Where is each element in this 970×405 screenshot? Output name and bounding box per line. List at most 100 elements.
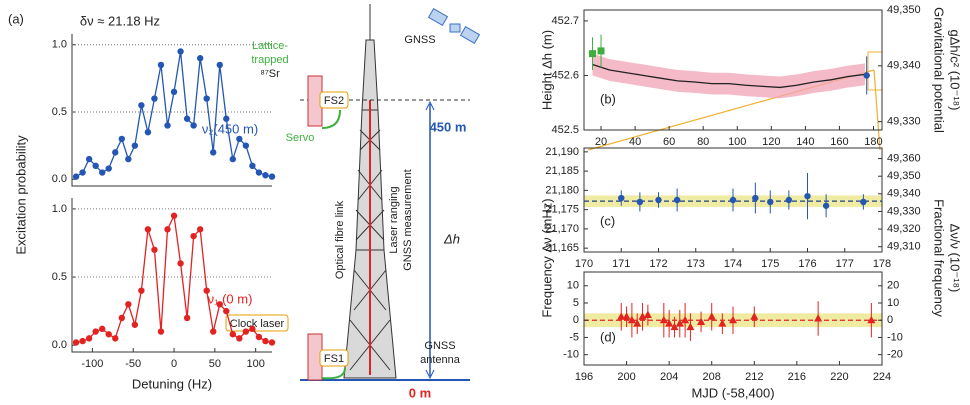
x-tick-label: 178 — [873, 258, 891, 270]
y2-tick-label: 10 — [887, 297, 899, 309]
diagram-labels: Lattice- trapped ⁸⁷Sr FS2 Servo Clock la… — [230, 34, 467, 401]
data-point — [627, 315, 636, 324]
y-tick-label: 0.0 — [52, 339, 67, 351]
lattice-label: ⁸⁷Sr — [260, 68, 280, 80]
y-tick-label: 0.5 — [52, 271, 67, 283]
data-point — [617, 312, 626, 320]
data-point — [622, 312, 631, 320]
data-point — [85, 335, 93, 342]
antenna-label: antenna — [420, 354, 461, 366]
data-point — [752, 194, 759, 202]
clock-laser-label: Clock laser — [230, 318, 285, 330]
x-tick-label: -100 — [81, 358, 103, 370]
data-point — [85, 155, 93, 163]
x-tick-label: 175 — [761, 258, 779, 270]
x-tick-label: 200 — [617, 371, 635, 383]
panel-label: (a) — [8, 11, 24, 26]
x-tick-label: 216 — [788, 371, 806, 383]
data-point — [92, 328, 99, 335]
y-tick-label: 21,190 — [545, 146, 579, 158]
data-point — [673, 196, 681, 204]
x-tick-label: 177 — [836, 258, 854, 270]
servo-label: Servo — [286, 132, 315, 144]
axis-frame — [583, 9, 883, 131]
data-point — [236, 135, 243, 143]
panel-label: (d) — [600, 329, 616, 344]
data-point — [589, 50, 597, 58]
antenna-label: GNSS — [424, 340, 455, 352]
data-point — [118, 314, 125, 322]
data-point — [177, 260, 184, 267]
data-point — [729, 315, 737, 324]
series-label: ν₂(450 m) — [202, 121, 258, 136]
data-point — [112, 149, 119, 156]
satellite — [427, 7, 481, 45]
y2-tick-label: 49,330 — [887, 116, 921, 128]
data-point — [105, 331, 112, 338]
y-tick-label: 452.7 — [551, 15, 579, 27]
y-tick-label: 452.6 — [551, 69, 579, 81]
data-point — [99, 325, 106, 333]
fs2-box — [319, 91, 349, 109]
data-point — [242, 328, 250, 335]
x-tick-label: 173 — [687, 258, 705, 270]
data-point — [105, 165, 112, 172]
data-point — [822, 202, 830, 209]
data-point — [633, 319, 642, 327]
data-point — [718, 319, 727, 327]
y2-tick-label: 49,350 — [887, 4, 921, 16]
data-point — [618, 194, 625, 202]
y-tick-label: 0.0 — [52, 173, 67, 185]
data-point — [216, 301, 223, 308]
data-point — [686, 322, 695, 331]
error-band — [592, 53, 865, 99]
data-point — [249, 162, 256, 170]
data-point — [236, 335, 243, 342]
data-point — [223, 115, 230, 122]
y2-tick-label: 49,360 — [887, 152, 921, 164]
data-point — [203, 287, 210, 294]
x-tick-label: 204 — [660, 371, 678, 383]
data-point — [131, 321, 139, 328]
x-tick-label: 174 — [724, 258, 742, 270]
x-tick-label: 100 — [728, 136, 746, 148]
data-point — [210, 149, 217, 156]
y-tick-label: 452.5 — [551, 124, 579, 136]
y-tick-label: -10 — [563, 349, 579, 361]
data-point — [157, 328, 165, 335]
data-point — [255, 333, 263, 341]
clock-laser-box — [225, 314, 289, 332]
fs1-box — [319, 349, 349, 367]
data-point — [144, 226, 152, 233]
data-point — [249, 325, 256, 333]
fs2-label: FS2 — [324, 95, 344, 107]
lattice-label: trapped — [251, 54, 288, 66]
x-tick-label: 0 — [171, 358, 177, 370]
y-tick-label: 0.5 — [52, 106, 67, 118]
x-tick-label: 172 — [649, 258, 667, 270]
data-point — [125, 155, 132, 163]
y-tick-label: 0 — [573, 314, 579, 326]
x-tick-label: -50 — [125, 358, 141, 370]
y-tick-label: 21,175 — [545, 204, 579, 216]
x-tick-label: 100 — [246, 358, 264, 370]
data-point — [118, 135, 125, 143]
y-tick-label: 1.0 — [52, 203, 67, 215]
data-point — [804, 192, 811, 200]
x-tick-label: 224 — [873, 371, 891, 383]
x-axis-label: Detuning (Hz) — [132, 376, 212, 391]
y-axis-label: Frequency Δν (mHz) — [539, 198, 554, 317]
data-point — [729, 196, 737, 204]
data-point — [268, 339, 276, 346]
y2-tick-label: -20 — [887, 349, 903, 361]
data-point — [867, 315, 876, 324]
data-point — [223, 307, 230, 315]
series-label: ν₁ (0 m) — [208, 291, 253, 306]
data-point — [170, 88, 178, 96]
data-point — [697, 317, 706, 325]
y2-tick-label: 49,340 — [887, 188, 921, 200]
panel-label: (b) — [600, 91, 616, 106]
annotation: δν ≈ 21.18 Hz — [80, 13, 160, 28]
height-label: 450 m — [430, 119, 467, 134]
